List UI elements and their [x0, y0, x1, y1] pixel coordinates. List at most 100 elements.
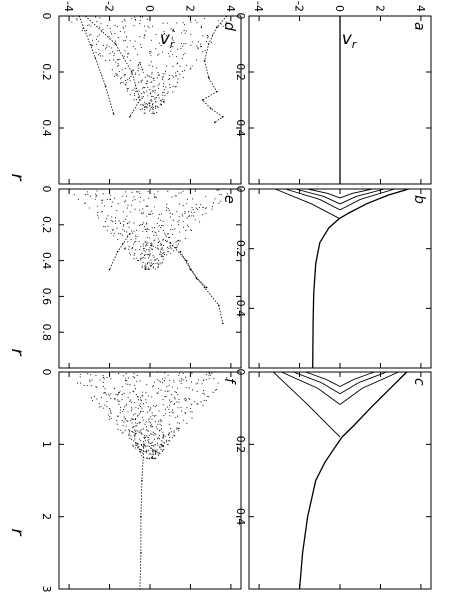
cloud-point-d-233: [168, 78, 170, 80]
cloud-point-e-132: [178, 192, 180, 194]
cloud-point-d-327: [150, 81, 152, 83]
point-e-0-0: [179, 250, 182, 253]
cloud-point-f-124: [155, 434, 157, 436]
cloud-point-d-412: [132, 45, 134, 47]
cloud-point-e-218: [168, 236, 170, 238]
panel-letter-e: e: [221, 195, 237, 204]
cloud-point-d-100: [144, 112, 146, 114]
cloud-point-e-202: [135, 240, 137, 242]
cloud-point-e-267: [205, 195, 207, 197]
cloud-point-d-318: [90, 34, 92, 36]
cloud-point-f-540: [164, 390, 166, 392]
cloud-point-e-250: [188, 215, 191, 217]
cloud-point-f-394: [202, 392, 204, 394]
cloud-point-d-395: [100, 23, 102, 25]
cloud-point-d-280: [134, 48, 136, 50]
cloud-point-f-69: [162, 435, 164, 437]
cloud-point-d-258: [150, 76, 152, 78]
cloud-point-e-391: [101, 199, 104, 201]
cloud-point-f-324: [96, 386, 98, 388]
cloud-point-e-148: [155, 196, 157, 198]
cloud-point-e-176: [129, 252, 131, 254]
cloud-point-e-78: [153, 240, 155, 242]
cloud-point-f-516: [226, 377, 228, 379]
cloud-point-f-231: [110, 418, 112, 420]
cloud-point-e-112: [146, 268, 148, 270]
cloud-point-f-236: [148, 442, 150, 444]
cloud-point-f-389: [159, 446, 161, 448]
cloud-point-e-136: [133, 222, 135, 224]
cloud-point-f-270: [173, 379, 175, 381]
cloud-point-f-76: [151, 424, 153, 426]
cloud-point-f-205: [151, 451, 154, 453]
cloud-point-e-217: [176, 244, 178, 246]
cloud-point-e-95: [160, 262, 162, 264]
cloud-point-f-107: [154, 444, 156, 446]
cloud-point-f-536: [92, 399, 94, 402]
cloud-point-f-217: [99, 379, 101, 381]
cloud-point-d-392: [172, 65, 174, 67]
cloud-point-d-255: [129, 80, 131, 82]
cloud-point-e-80: [211, 208, 213, 210]
cloud-point-d-142: [151, 71, 153, 73]
cloud-point-e-34: [143, 199, 145, 201]
cloud-point-e-0: [179, 203, 181, 205]
cloud-point-f-158: [133, 431, 135, 433]
cloud-point-f-420: [132, 445, 134, 448]
cloud-point-f-99: [190, 381, 193, 383]
cloud-point-e-348: [148, 268, 150, 271]
cloud-point-e-178: [156, 247, 159, 249]
cloud-point-e-94: [174, 195, 176, 197]
cloud-point-e-322: [157, 262, 159, 264]
cloud-point-d-278: [149, 52, 151, 54]
point-d-0-1: [215, 26, 218, 29]
cloud-point-d-287: [171, 38, 173, 40]
cloud-point-d-403: [195, 15, 197, 17]
cloud-point-d-385: [207, 36, 209, 38]
cloud-point-d-266: [113, 59, 115, 61]
cloud-point-f-511: [160, 425, 163, 427]
cloud-point-e-7: [154, 268, 156, 270]
cloud-point-f-530: [140, 410, 142, 412]
cloud-point-f-365: [131, 408, 133, 410]
cloud-point-d-227: [154, 101, 157, 103]
cloud-point-e-13: [151, 231, 154, 233]
cloud-point-e-263: [169, 236, 171, 238]
cloud-point-d-249: [163, 82, 165, 85]
cloud-point-d-84: [168, 75, 170, 77]
cloud-point-f-429: [124, 380, 126, 382]
cloud-point-d-176: [151, 113, 153, 115]
cloud-point-f-547: [132, 414, 134, 416]
cloud-point-d-185: [157, 72, 159, 74]
cloud-point-f-78: [156, 379, 158, 381]
cloud-point-f-73: [137, 415, 139, 417]
cloud-point-e-24: [143, 212, 145, 214]
cloud-point-f-249: [185, 413, 187, 415]
cloud-point-e-53: [97, 217, 100, 219]
cloud-point-d-73: [142, 104, 145, 106]
cloud-point-f-454: [182, 372, 184, 375]
point-f-0-1: [141, 479, 143, 482]
cloud-point-e-170: [145, 223, 147, 225]
cloud-point-d-104: [71, 21, 73, 23]
cloud-point-d-166: [138, 81, 140, 83]
panel-a: 420-2-400.20.4a: [234, 1, 431, 184]
cloud-point-d-234: [197, 41, 199, 43]
cloud-point-e-166: [122, 195, 124, 197]
cloud-point-d-393: [168, 84, 170, 86]
cloud-point-f-504: [202, 404, 204, 406]
cloud-point-e-201: [190, 229, 192, 231]
cloud-point-f-325: [134, 377, 136, 379]
cloud-point-d-406: [111, 51, 114, 53]
cloud-point-f-38: [121, 432, 123, 434]
cloud-point-e-220: [181, 213, 183, 215]
point-d-1-0: [84, 15, 87, 17]
cloud-point-e-392: [133, 196, 135, 198]
x-tick-label-e-3: 0.6: [40, 288, 53, 306]
cloud-point-d-240: [98, 54, 100, 56]
point-d-0-4: [207, 76, 210, 79]
cloud-point-e-374: [140, 246, 142, 248]
cloud-point-d-40: [114, 75, 116, 78]
cloud-point-f-268: [149, 424, 151, 427]
cloud-point-d-21: [141, 92, 143, 94]
